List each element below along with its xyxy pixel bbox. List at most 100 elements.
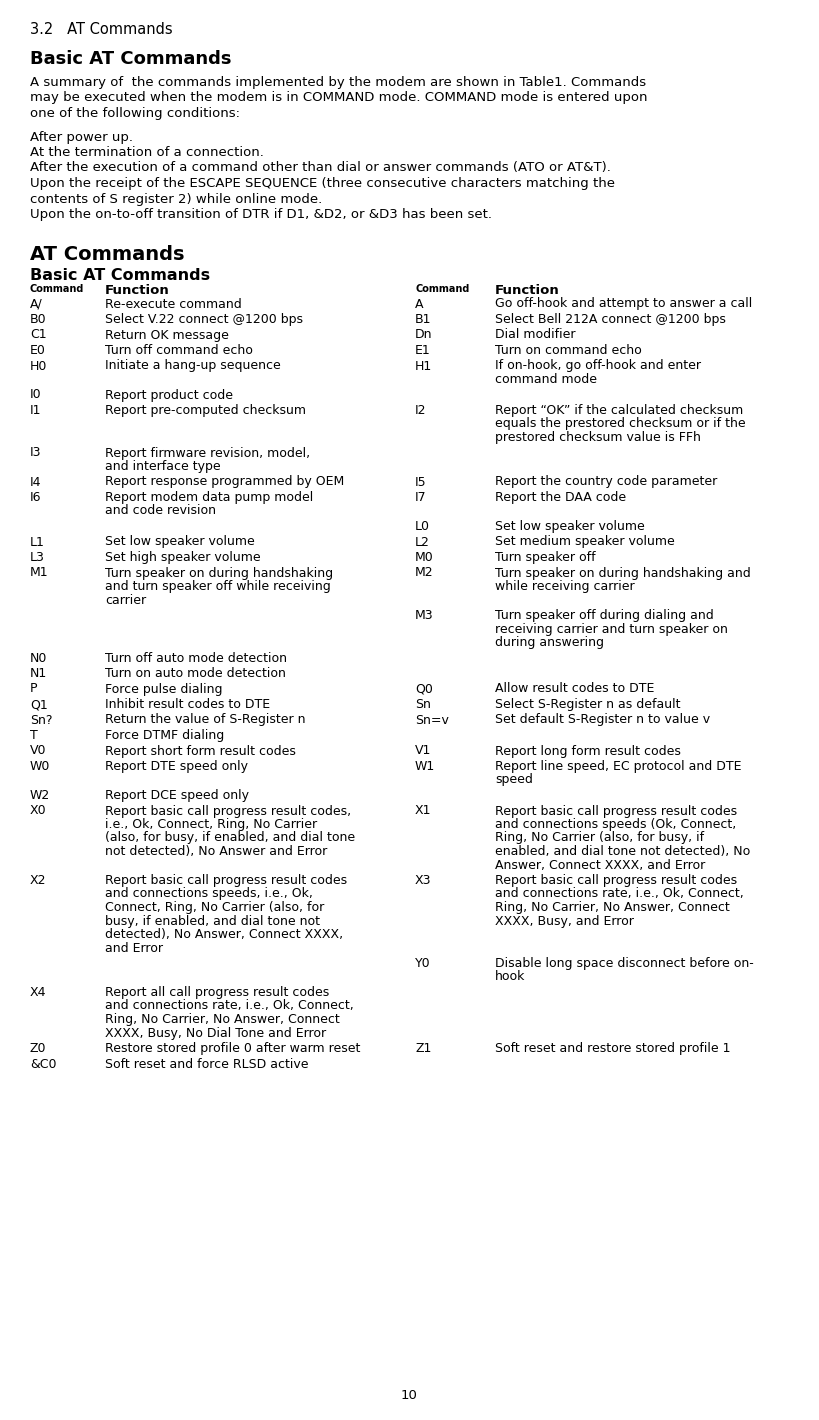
Text: Dial modifier: Dial modifier xyxy=(495,328,576,341)
Text: Set default S-Register n to value v: Set default S-Register n to value v xyxy=(495,713,710,727)
Text: Ring, No Carrier (also, for busy, if: Ring, No Carrier (also, for busy, if xyxy=(495,832,704,845)
Text: Report basic call progress result codes,: Report basic call progress result codes, xyxy=(105,805,351,818)
Text: Y0: Y0 xyxy=(415,957,431,970)
Text: Set medium speaker volume: Set medium speaker volume xyxy=(495,535,675,548)
Text: detected), No Answer, Connect XXXX,: detected), No Answer, Connect XXXX, xyxy=(105,929,343,941)
Text: Command: Command xyxy=(30,284,84,294)
Text: 10: 10 xyxy=(401,1389,418,1402)
Text: X1: X1 xyxy=(415,805,432,818)
Text: I2: I2 xyxy=(415,405,427,417)
Text: H0: H0 xyxy=(30,359,48,372)
Text: Basic AT Commands: Basic AT Commands xyxy=(30,267,210,283)
Text: X3: X3 xyxy=(415,873,432,888)
Text: P: P xyxy=(30,683,38,696)
Text: Go off-hook and attempt to answer a call: Go off-hook and attempt to answer a call xyxy=(495,298,752,311)
Text: Report basic call progress result codes: Report basic call progress result codes xyxy=(495,805,737,818)
Text: C1: C1 xyxy=(30,328,47,341)
Text: Turn speaker off during dialing and: Turn speaker off during dialing and xyxy=(495,609,713,622)
Text: Soft reset and restore stored profile 1: Soft reset and restore stored profile 1 xyxy=(495,1042,731,1055)
Text: W0: W0 xyxy=(30,760,51,772)
Text: Answer, Connect XXXX, and Error: Answer, Connect XXXX, and Error xyxy=(495,859,705,872)
Text: I1: I1 xyxy=(30,405,42,417)
Text: Report modem data pump model: Report modem data pump model xyxy=(105,491,313,504)
Text: &C0: &C0 xyxy=(30,1058,57,1071)
Text: Report line speed, EC protocol and DTE: Report line speed, EC protocol and DTE xyxy=(495,760,741,772)
Text: Set high speaker volume: Set high speaker volume xyxy=(105,551,260,564)
Text: Report basic call progress result codes: Report basic call progress result codes xyxy=(105,873,347,888)
Text: Report DTE speed only: Report DTE speed only xyxy=(105,760,248,772)
Text: Report basic call progress result codes: Report basic call progress result codes xyxy=(495,873,737,888)
Text: M2: M2 xyxy=(415,567,433,579)
Text: Z0: Z0 xyxy=(30,1042,47,1055)
Text: I7: I7 xyxy=(415,491,427,504)
Text: V1: V1 xyxy=(415,744,432,757)
Text: X2: X2 xyxy=(30,873,47,888)
Text: Command: Command xyxy=(415,284,469,294)
Text: Q1: Q1 xyxy=(30,699,48,711)
Text: M1: M1 xyxy=(30,567,48,579)
Text: and connections rate, i.e., Ok, Connect,: and connections rate, i.e., Ok, Connect, xyxy=(495,888,744,900)
Text: H1: H1 xyxy=(415,359,432,372)
Text: Upon the receipt of the ESCAPE SEQUENCE (three consecutive characters matching t: Upon the receipt of the ESCAPE SEQUENCE … xyxy=(30,178,615,190)
Text: Restore stored profile 0 after warm reset: Restore stored profile 0 after warm rese… xyxy=(105,1042,360,1055)
Text: one of the following conditions:: one of the following conditions: xyxy=(30,106,240,121)
Text: After power up.: After power up. xyxy=(30,131,133,143)
Text: Force DTMF dialing: Force DTMF dialing xyxy=(105,728,224,743)
Text: A summary of  the commands implemented by the modem are shown in Table1. Command: A summary of the commands implemented by… xyxy=(30,77,646,89)
Text: Disable long space disconnect before on-: Disable long space disconnect before on- xyxy=(495,957,753,970)
Text: XXXX, Busy, No Dial Tone and Error: XXXX, Busy, No Dial Tone and Error xyxy=(105,1027,326,1039)
Text: Turn on command echo: Turn on command echo xyxy=(495,344,642,356)
Text: Report the country code parameter: Report the country code parameter xyxy=(495,476,717,488)
Text: I3: I3 xyxy=(30,446,42,460)
Text: busy, if enabled, and dial tone not: busy, if enabled, and dial tone not xyxy=(105,914,320,927)
Text: Report response programmed by OEM: Report response programmed by OEM xyxy=(105,476,344,488)
Text: A/: A/ xyxy=(30,298,43,311)
Text: while receiving carrier: while receiving carrier xyxy=(495,579,635,594)
Text: Sn=v: Sn=v xyxy=(415,713,449,727)
Text: M0: M0 xyxy=(415,551,434,564)
Text: Sn: Sn xyxy=(415,699,431,711)
Text: may be executed when the modem is in COMMAND mode. COMMAND mode is entered upon: may be executed when the modem is in COM… xyxy=(30,91,648,105)
Text: Soft reset and force RLSD active: Soft reset and force RLSD active xyxy=(105,1058,309,1071)
Text: W1: W1 xyxy=(415,760,435,772)
Text: enabled, and dial tone not detected), No: enabled, and dial tone not detected), No xyxy=(495,845,750,858)
Text: I0: I0 xyxy=(30,389,42,402)
Text: Force pulse dialing: Force pulse dialing xyxy=(105,683,223,696)
Text: E0: E0 xyxy=(30,344,46,356)
Text: and connections speeds, i.e., Ok,: and connections speeds, i.e., Ok, xyxy=(105,888,313,900)
Text: After the execution of a command other than dial or answer commands (ATO or AT&T: After the execution of a command other t… xyxy=(30,162,611,175)
Text: Return the value of S-Register n: Return the value of S-Register n xyxy=(105,713,305,727)
Text: Report product code: Report product code xyxy=(105,389,233,402)
Text: L3: L3 xyxy=(30,551,45,564)
Text: Report the DAA code: Report the DAA code xyxy=(495,491,626,504)
Text: Connect, Ring, No Carrier (also, for: Connect, Ring, No Carrier (also, for xyxy=(105,902,324,914)
Text: receiving carrier and turn speaker on: receiving carrier and turn speaker on xyxy=(495,622,728,636)
Text: Ring, No Carrier, No Answer, Connect: Ring, No Carrier, No Answer, Connect xyxy=(105,1012,340,1027)
Text: I6: I6 xyxy=(30,491,42,504)
Text: X4: X4 xyxy=(30,985,47,1000)
Text: XXXX, Busy, and Error: XXXX, Busy, and Error xyxy=(495,914,634,927)
Text: At the termination of a connection.: At the termination of a connection. xyxy=(30,146,264,159)
Text: Report DCE speed only: Report DCE speed only xyxy=(105,790,249,802)
Text: Allow result codes to DTE: Allow result codes to DTE xyxy=(495,683,654,696)
Text: Turn speaker on during handshaking and: Turn speaker on during handshaking and xyxy=(495,567,751,579)
Text: Set low speaker volume: Set low speaker volume xyxy=(105,535,255,548)
Text: Report all call progress result codes: Report all call progress result codes xyxy=(105,985,329,1000)
Text: Q0: Q0 xyxy=(415,683,433,696)
Text: Initiate a hang-up sequence: Initiate a hang-up sequence xyxy=(105,359,281,372)
Text: E1: E1 xyxy=(415,344,431,356)
Text: N1: N1 xyxy=(30,667,48,680)
Text: Upon the on-to-off transition of DTR if D1, &D2, or &D3 has been set.: Upon the on-to-off transition of DTR if … xyxy=(30,207,492,222)
Text: Turn off auto mode detection: Turn off auto mode detection xyxy=(105,652,287,665)
Text: I4: I4 xyxy=(30,476,42,488)
Text: prestored checksum value is FFh: prestored checksum value is FFh xyxy=(495,432,701,444)
Text: L1: L1 xyxy=(30,535,45,548)
Text: V0: V0 xyxy=(30,744,47,757)
Text: Re-execute command: Re-execute command xyxy=(105,298,242,311)
Text: Turn speaker off: Turn speaker off xyxy=(495,551,595,564)
Text: 3.2   AT Commands: 3.2 AT Commands xyxy=(30,21,173,37)
Text: Basic AT Commands: Basic AT Commands xyxy=(30,50,232,68)
Text: not detected), No Answer and Error: not detected), No Answer and Error xyxy=(105,845,328,858)
Text: and turn speaker off while receiving: and turn speaker off while receiving xyxy=(105,579,331,594)
Text: Turn speaker on during handshaking: Turn speaker on during handshaking xyxy=(105,567,333,579)
